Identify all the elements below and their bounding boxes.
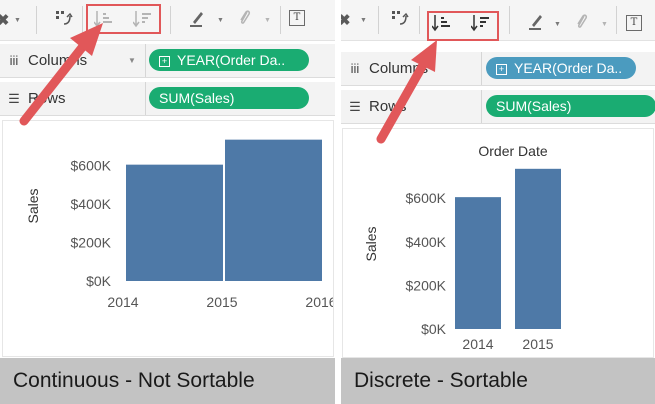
sort-descending-icon[interactable]: [132, 10, 153, 28]
continuous-bar-chart: Sales $0K $200K $400K $600K 2014 2015 2016: [25, 139, 335, 310]
caption-text: Continuous - Not Sortable: [13, 369, 255, 392]
year-order-date-pill[interactable]: + YEAR(Order Da..: [149, 49, 309, 71]
toolbar-separator: [378, 6, 379, 34]
left-panel: ✖ ▼ ▼ ▼ T iii Columns ▼ + YEAR(Order: [0, 0, 335, 404]
panel-divider: [335, 0, 341, 404]
y-tick-label: $0K: [86, 273, 112, 289]
chart-area-continuous: Sales $0K $200K $400K $600K 2014 2015 2016: [2, 120, 335, 357]
toolbar-left: ✖ ▼ ▼ ▼ T: [0, 0, 335, 41]
right-panel: ✖ ▼ ▼ ▼ T iii Columns + YEAR(Order Da..: [341, 0, 655, 404]
columns-shelf: iii Columns ▼ + YEAR(Order Da..: [0, 44, 335, 78]
columns-shelf: iii Columns + YEAR(Order Da..: [341, 52, 655, 86]
x-tick-label: 2014: [107, 294, 138, 310]
annotation-arrow: [19, 23, 103, 126]
pill-label: SUM(Sales): [496, 98, 572, 114]
rows-shelf: ☰Rows SUM(Sales): [0, 82, 335, 116]
pill-label: YEAR(Order Da..: [177, 52, 286, 68]
pin-icon[interactable]: [574, 13, 590, 35]
y-tick-label: $0K: [421, 321, 447, 337]
y-axis-label: Sales: [25, 188, 41, 223]
y-tick-label: $600K: [406, 190, 447, 206]
columns-label: Columns: [369, 60, 429, 77]
toolbar-separator: [419, 6, 420, 34]
rows-icon: ☰: [349, 99, 361, 114]
chart-area-discrete: Order Date Sales $0K $200K $400K $600K 2014 201…: [342, 128, 654, 358]
discrete-bar-chart: Order Date Sales $0K $200K $400K $600K 2014 201…: [363, 143, 561, 352]
bar: [515, 168, 561, 329]
caption-left: Continuous - Not Sortable: [0, 358, 335, 404]
annotation-arrow: [376, 40, 437, 144]
x-tick-label: 2016: [305, 294, 333, 310]
sort-buttons-highlight: [86, 4, 161, 34]
chevron-down-icon[interactable]: ▼: [601, 21, 608, 28]
highlight-pen-icon[interactable]: [527, 13, 545, 35]
y-tick-label: $200K: [71, 235, 112, 251]
chart-title: Order Date: [478, 143, 547, 159]
caption-text: Discrete - Sortable: [354, 369, 528, 392]
expand-plus-icon[interactable]: +: [496, 64, 507, 75]
chevron-down-icon[interactable]: ▼: [128, 56, 136, 65]
y-tick-label: $400K: [406, 234, 447, 250]
rows-shelf: ☰Rows SUM(Sales): [341, 90, 655, 124]
chevron-down-icon[interactable]: ▼: [217, 17, 224, 24]
y-tick-label: $400K: [71, 196, 112, 212]
chevron-down-icon[interactable]: ▼: [14, 17, 21, 24]
columns-icon: iii: [350, 61, 360, 76]
sort-ascending-icon[interactable]: [431, 14, 452, 32]
bar: [455, 197, 501, 329]
text-label-icon[interactable]: T: [626, 15, 642, 31]
chevron-down-icon[interactable]: ▼: [554, 21, 561, 28]
clear-icon[interactable]: ✖: [341, 12, 351, 29]
highlight-pen-icon[interactable]: [188, 10, 206, 32]
toolbar-right: ✖ ▼ ▼ ▼ T: [341, 0, 655, 41]
bar: [126, 164, 223, 281]
chevron-down-icon[interactable]: ▼: [360, 17, 367, 24]
expand-plus-icon[interactable]: +: [159, 56, 170, 67]
columns-icon: iii: [9, 53, 19, 68]
toolbar-separator: [280, 6, 281, 34]
year-order-date-pill[interactable]: + YEAR(Order Da..: [486, 57, 636, 79]
rows-icon: ☰: [8, 91, 20, 106]
pin-icon[interactable]: [237, 9, 253, 31]
y-tick-label: $200K: [406, 277, 447, 293]
bar: [225, 139, 322, 281]
toolbar-separator: [170, 6, 171, 34]
x-tick-label: 2015: [522, 336, 553, 352]
y-axis-label: Sales: [363, 226, 379, 261]
sum-sales-pill[interactable]: SUM(Sales): [149, 87, 309, 109]
sort-buttons-highlight: [427, 11, 499, 41]
caption-right: Discrete - Sortable: [341, 358, 655, 404]
swap-icon[interactable]: [54, 10, 74, 32]
y-tick-label: $600K: [71, 158, 112, 174]
pill-label: YEAR(Order Da..: [514, 60, 623, 76]
sum-sales-pill[interactable]: SUM(Sales): [486, 95, 655, 117]
toolbar-separator: [509, 6, 510, 34]
toolbar-separator: [616, 6, 617, 34]
text-label-icon[interactable]: T: [289, 10, 305, 26]
swap-icon[interactable]: [390, 10, 410, 32]
x-tick-label: 2015: [206, 294, 237, 310]
pill-label: SUM(Sales): [159, 90, 235, 106]
columns-shelf-label: iii Columns: [341, 52, 482, 85]
clear-icon[interactable]: ✖: [0, 12, 10, 29]
chevron-down-icon[interactable]: ▼: [264, 17, 271, 24]
x-tick-label: 2014: [462, 336, 493, 352]
toolbar-separator: [82, 6, 83, 34]
toolbar-separator: [36, 6, 37, 34]
sort-descending-icon[interactable]: [470, 14, 491, 32]
